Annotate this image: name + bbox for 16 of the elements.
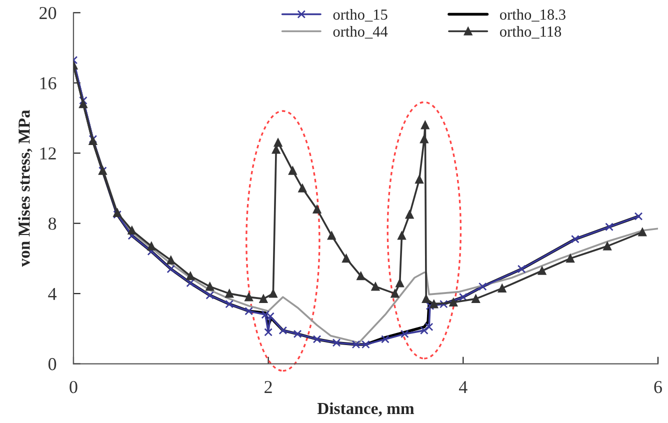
legend-label: ortho_18.3 [500, 8, 566, 22]
y-tick-label: 8 [48, 218, 56, 230]
x-tick-label: 6 [654, 381, 662, 394]
x-tick-label: 0 [70, 380, 78, 394]
y-tick-label: 20 [40, 6, 56, 20]
y-tick-label: 12 [40, 147, 56, 160]
legend-label: ortho_44 [333, 26, 388, 39]
y-axis-title: von Mises stress, MPa [18, 110, 32, 267]
legend-label: ortho_15 [333, 8, 388, 22]
x-tick-label: 4 [458, 381, 468, 393]
x-tick-label: 2 [264, 381, 272, 393]
x-axis-title: Distance, mm [317, 402, 414, 417]
legend-label: ortho_118 [500, 26, 562, 39]
y-tick-label: 16 [40, 77, 56, 90]
y-tick-label: 0 [48, 358, 56, 370]
y-tick-label: 4 [48, 288, 57, 300]
